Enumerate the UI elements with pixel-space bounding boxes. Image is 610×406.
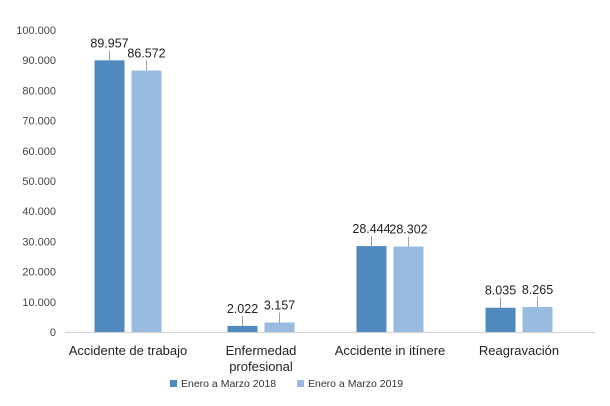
bar-2018 (485, 307, 516, 332)
bar-2019 (131, 70, 162, 333)
bar-2019 (522, 307, 553, 332)
data-label: 8.035 (485, 284, 516, 298)
bars (94, 60, 553, 333)
x-category-label: Enfermedad (226, 343, 297, 358)
y-tick-label: 10.000 (22, 297, 56, 309)
y-tick-label: 60.000 (22, 146, 56, 158)
legend-label: Enero a Marzo 2019 (308, 378, 403, 390)
bar-2018 (227, 325, 258, 332)
y-tick-label: 80.000 (22, 85, 56, 97)
x-axis: Accidente de trabajo Enfermedadprofesiona… (65, 332, 595, 374)
legend-swatch (297, 380, 304, 387)
x-category-label: Reagravación (479, 343, 559, 358)
x-category-label: Accidente de trabajo (69, 343, 188, 358)
y-axis: 0 10.000 20.000 30.000 40.000 50.000 60.000 70.… (16, 25, 56, 339)
bar-2019 (264, 322, 295, 332)
y-tick-label: 20.000 (22, 267, 56, 279)
data-label: 3.157 (264, 298, 295, 312)
data-label: 2.022 (227, 302, 258, 316)
x-category-label: Accidente in itínere (335, 343, 446, 358)
legend-swatch (170, 380, 177, 387)
y-tick-label: 50.000 (22, 176, 56, 188)
y-tick-label: 90.000 (22, 55, 56, 67)
legend-label: Enero a Marzo 2018 (181, 378, 276, 390)
y-tick-label: 70.000 (22, 116, 56, 128)
y-tick-label: 100.000 (16, 25, 56, 37)
data-label: 28.444 (352, 222, 390, 236)
legend: Enero a Marzo 2018 Enero a Marzo 2019 (170, 378, 403, 390)
y-tick-label: 0 (50, 327, 56, 339)
data-label: 86.572 (127, 47, 165, 61)
y-tick-label: 30.000 (22, 236, 56, 248)
data-label: 89.957 (90, 36, 128, 50)
bar-2018 (356, 246, 387, 332)
data-label: 28.302 (389, 223, 427, 237)
x-category-label: profesional (229, 359, 293, 374)
bar-2018 (94, 60, 125, 332)
data-label: 8.265 (522, 283, 553, 297)
y-tick-label: 40.000 (22, 206, 56, 218)
bar-2019 (393, 246, 424, 332)
